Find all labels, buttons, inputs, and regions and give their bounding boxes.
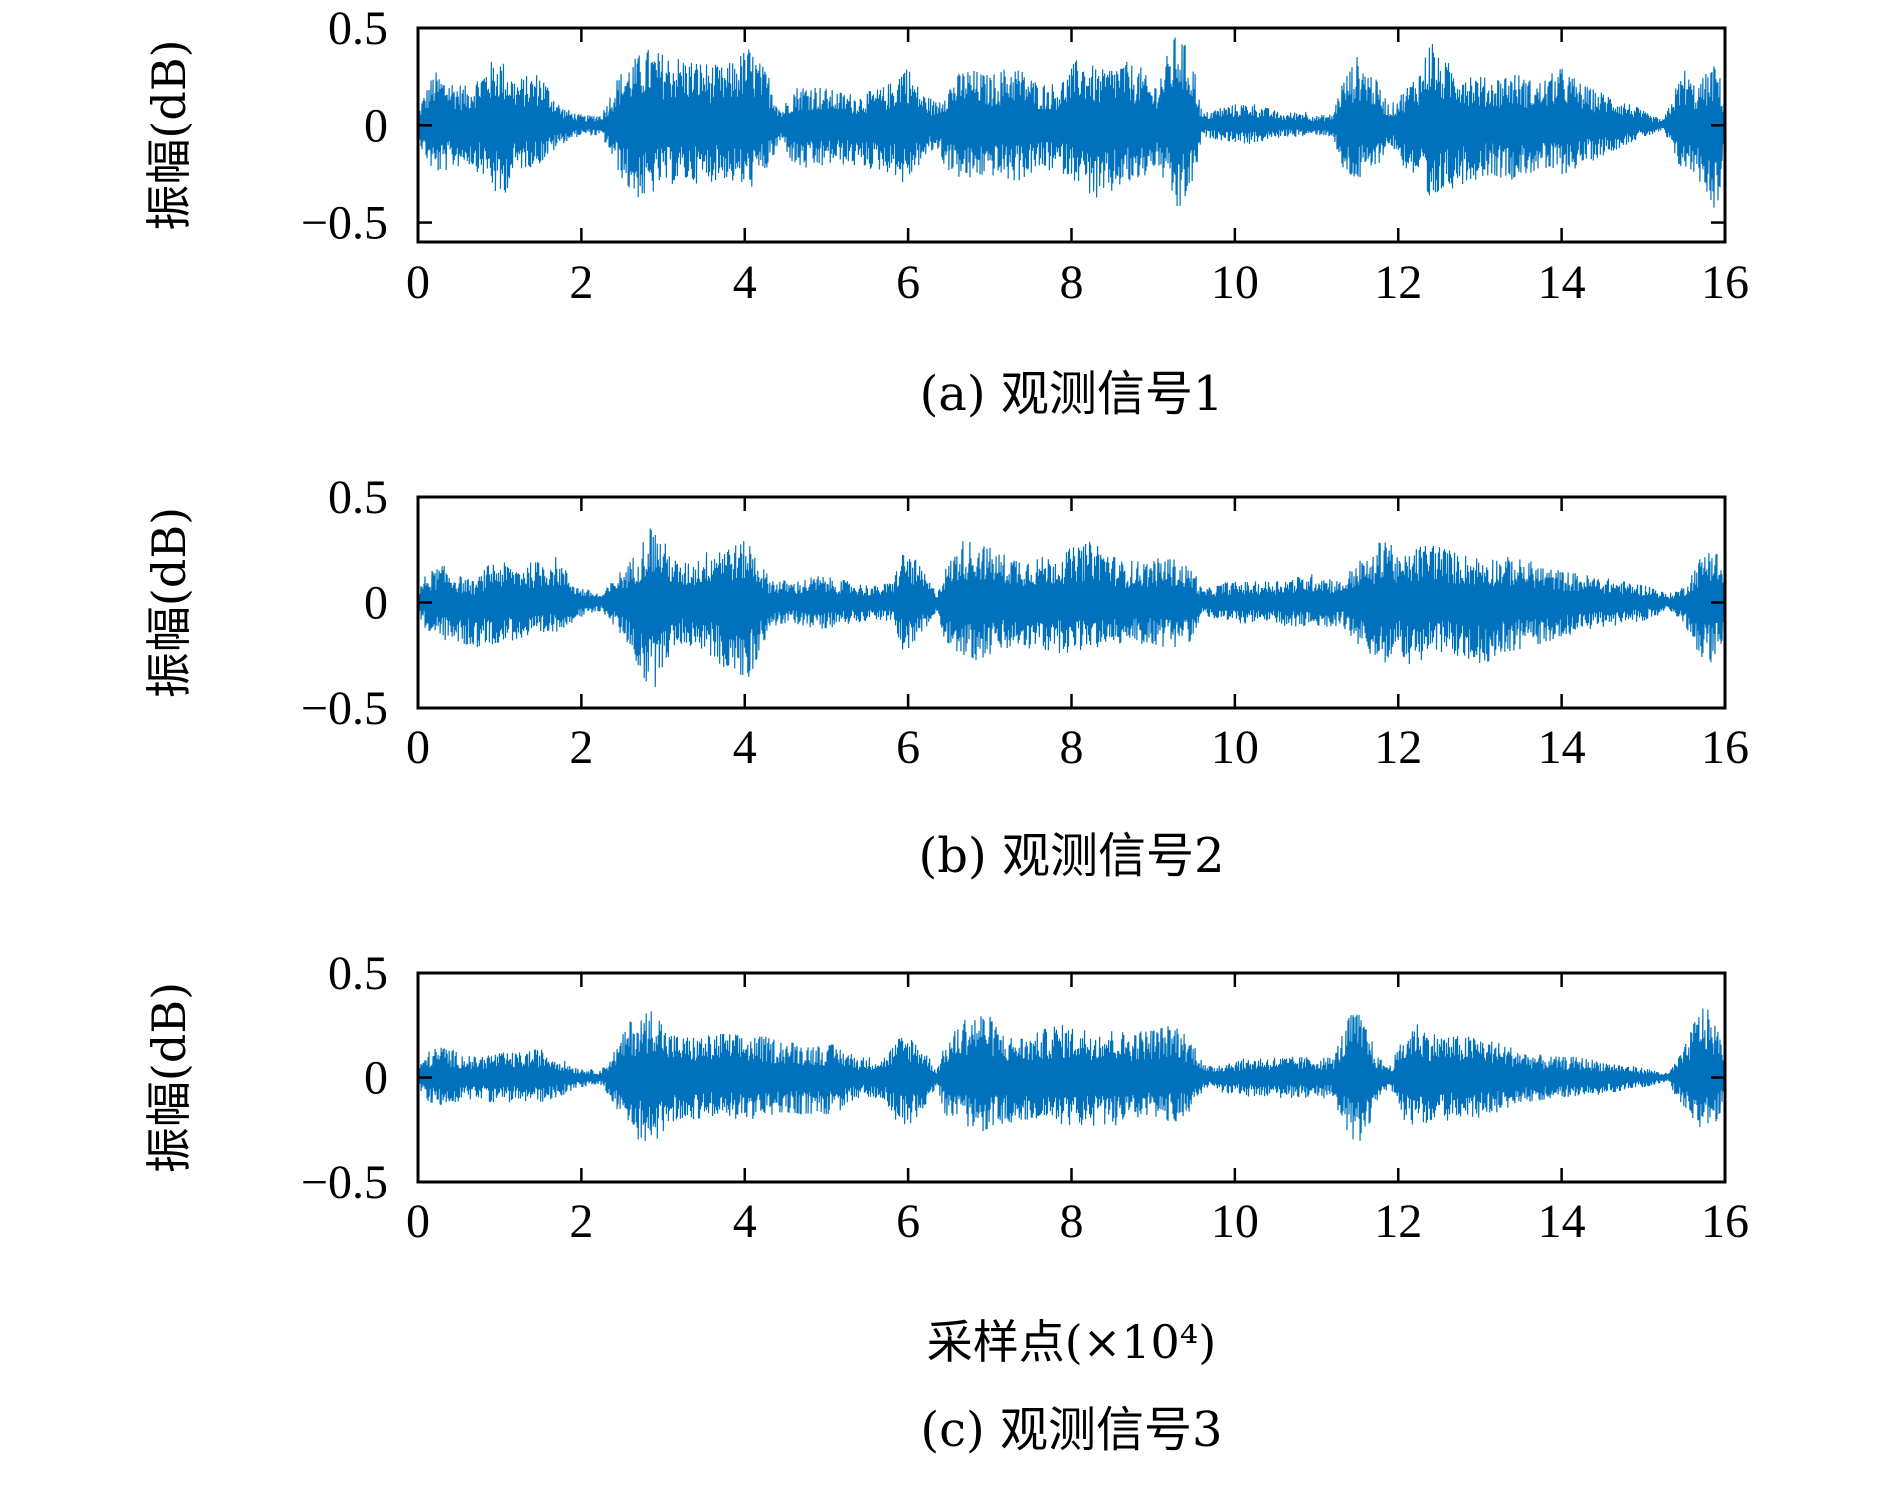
y-tick-label: 0	[364, 1052, 388, 1105]
y-axis-title: 振幅(dB)	[142, 507, 196, 698]
y-tick-label: 0.5	[328, 947, 388, 1000]
panel-caption: (a) 观测信号1	[920, 366, 1224, 422]
x-tick-label: 14	[1538, 256, 1586, 309]
x-tick-label: 4	[733, 256, 757, 309]
x-tick-label: 0	[406, 256, 430, 309]
y-tick-label: −0.5	[301, 197, 388, 250]
x-tick-label: 14	[1538, 1195, 1586, 1248]
x-tick-label: 6	[896, 256, 920, 309]
chart-panel-2: 0 2 4 6 8 10 12 14 16 0.5 0 −0.5 振幅(dB) (b) 观测信号2	[142, 471, 1749, 884]
signal-series-1	[418, 1008, 1725, 1142]
x-tick-label: 10	[1211, 256, 1259, 309]
signal-series-1	[418, 37, 1725, 208]
x-tick-label: 12	[1374, 256, 1422, 309]
x-tick-label: 6	[896, 1195, 920, 1248]
y-tick-label: 0	[364, 577, 388, 630]
x-tick-label: 16	[1701, 1195, 1749, 1248]
x-axis-title: 采样点(×10⁴)	[927, 1315, 1216, 1369]
x-tick-label: 0	[406, 1195, 430, 1248]
x-tick-label: 12	[1374, 1195, 1422, 1248]
chart-panel-1: 0 2 4 6 8 10 12 14 16 0.5 0 −0.5 振幅(dB) (a) 观测信号1	[142, 2, 1749, 422]
y-tick-label: 0.5	[328, 471, 388, 524]
x-tick-label: 12	[1374, 721, 1422, 774]
x-tick-label: 4	[733, 721, 757, 774]
y-axis-title: 振幅(dB)	[142, 39, 196, 230]
x-tick-label: 2	[569, 721, 593, 774]
x-tick-label: 14	[1538, 721, 1586, 774]
x-tick-label: 10	[1211, 721, 1259, 774]
x-tick-label: 8	[1060, 256, 1084, 309]
x-tick-label: 6	[896, 721, 920, 774]
y-tick-label: −0.5	[301, 1156, 388, 1209]
x-tick-label: 16	[1701, 256, 1749, 309]
x-tick-label: 16	[1701, 721, 1749, 774]
y-tick-label: −0.5	[301, 682, 388, 735]
y-axis-title: 振幅(dB)	[142, 982, 196, 1173]
x-tick-label: 4	[733, 1195, 757, 1248]
panel-caption: (c) 观测信号3	[920, 1402, 1222, 1458]
panel-caption: (b) 观测信号2	[919, 828, 1225, 884]
x-tick-label: 0	[406, 721, 430, 774]
y-tick-label: 0	[364, 99, 388, 152]
x-tick-label: 10	[1211, 1195, 1259, 1248]
x-tick-label: 8	[1060, 1195, 1084, 1248]
x-tick-label: 2	[569, 1195, 593, 1248]
x-tick-label: 8	[1060, 721, 1084, 774]
x-tick-label: 2	[569, 256, 593, 309]
signal-series-1	[418, 528, 1725, 688]
chart-panel-3: 0 2 4 6 8 10 12 14 16 0.5 0 −0.5 振幅(dB) 采样点(×10⁴) (c) …	[142, 947, 1749, 1458]
y-tick-label: 0.5	[328, 2, 388, 55]
